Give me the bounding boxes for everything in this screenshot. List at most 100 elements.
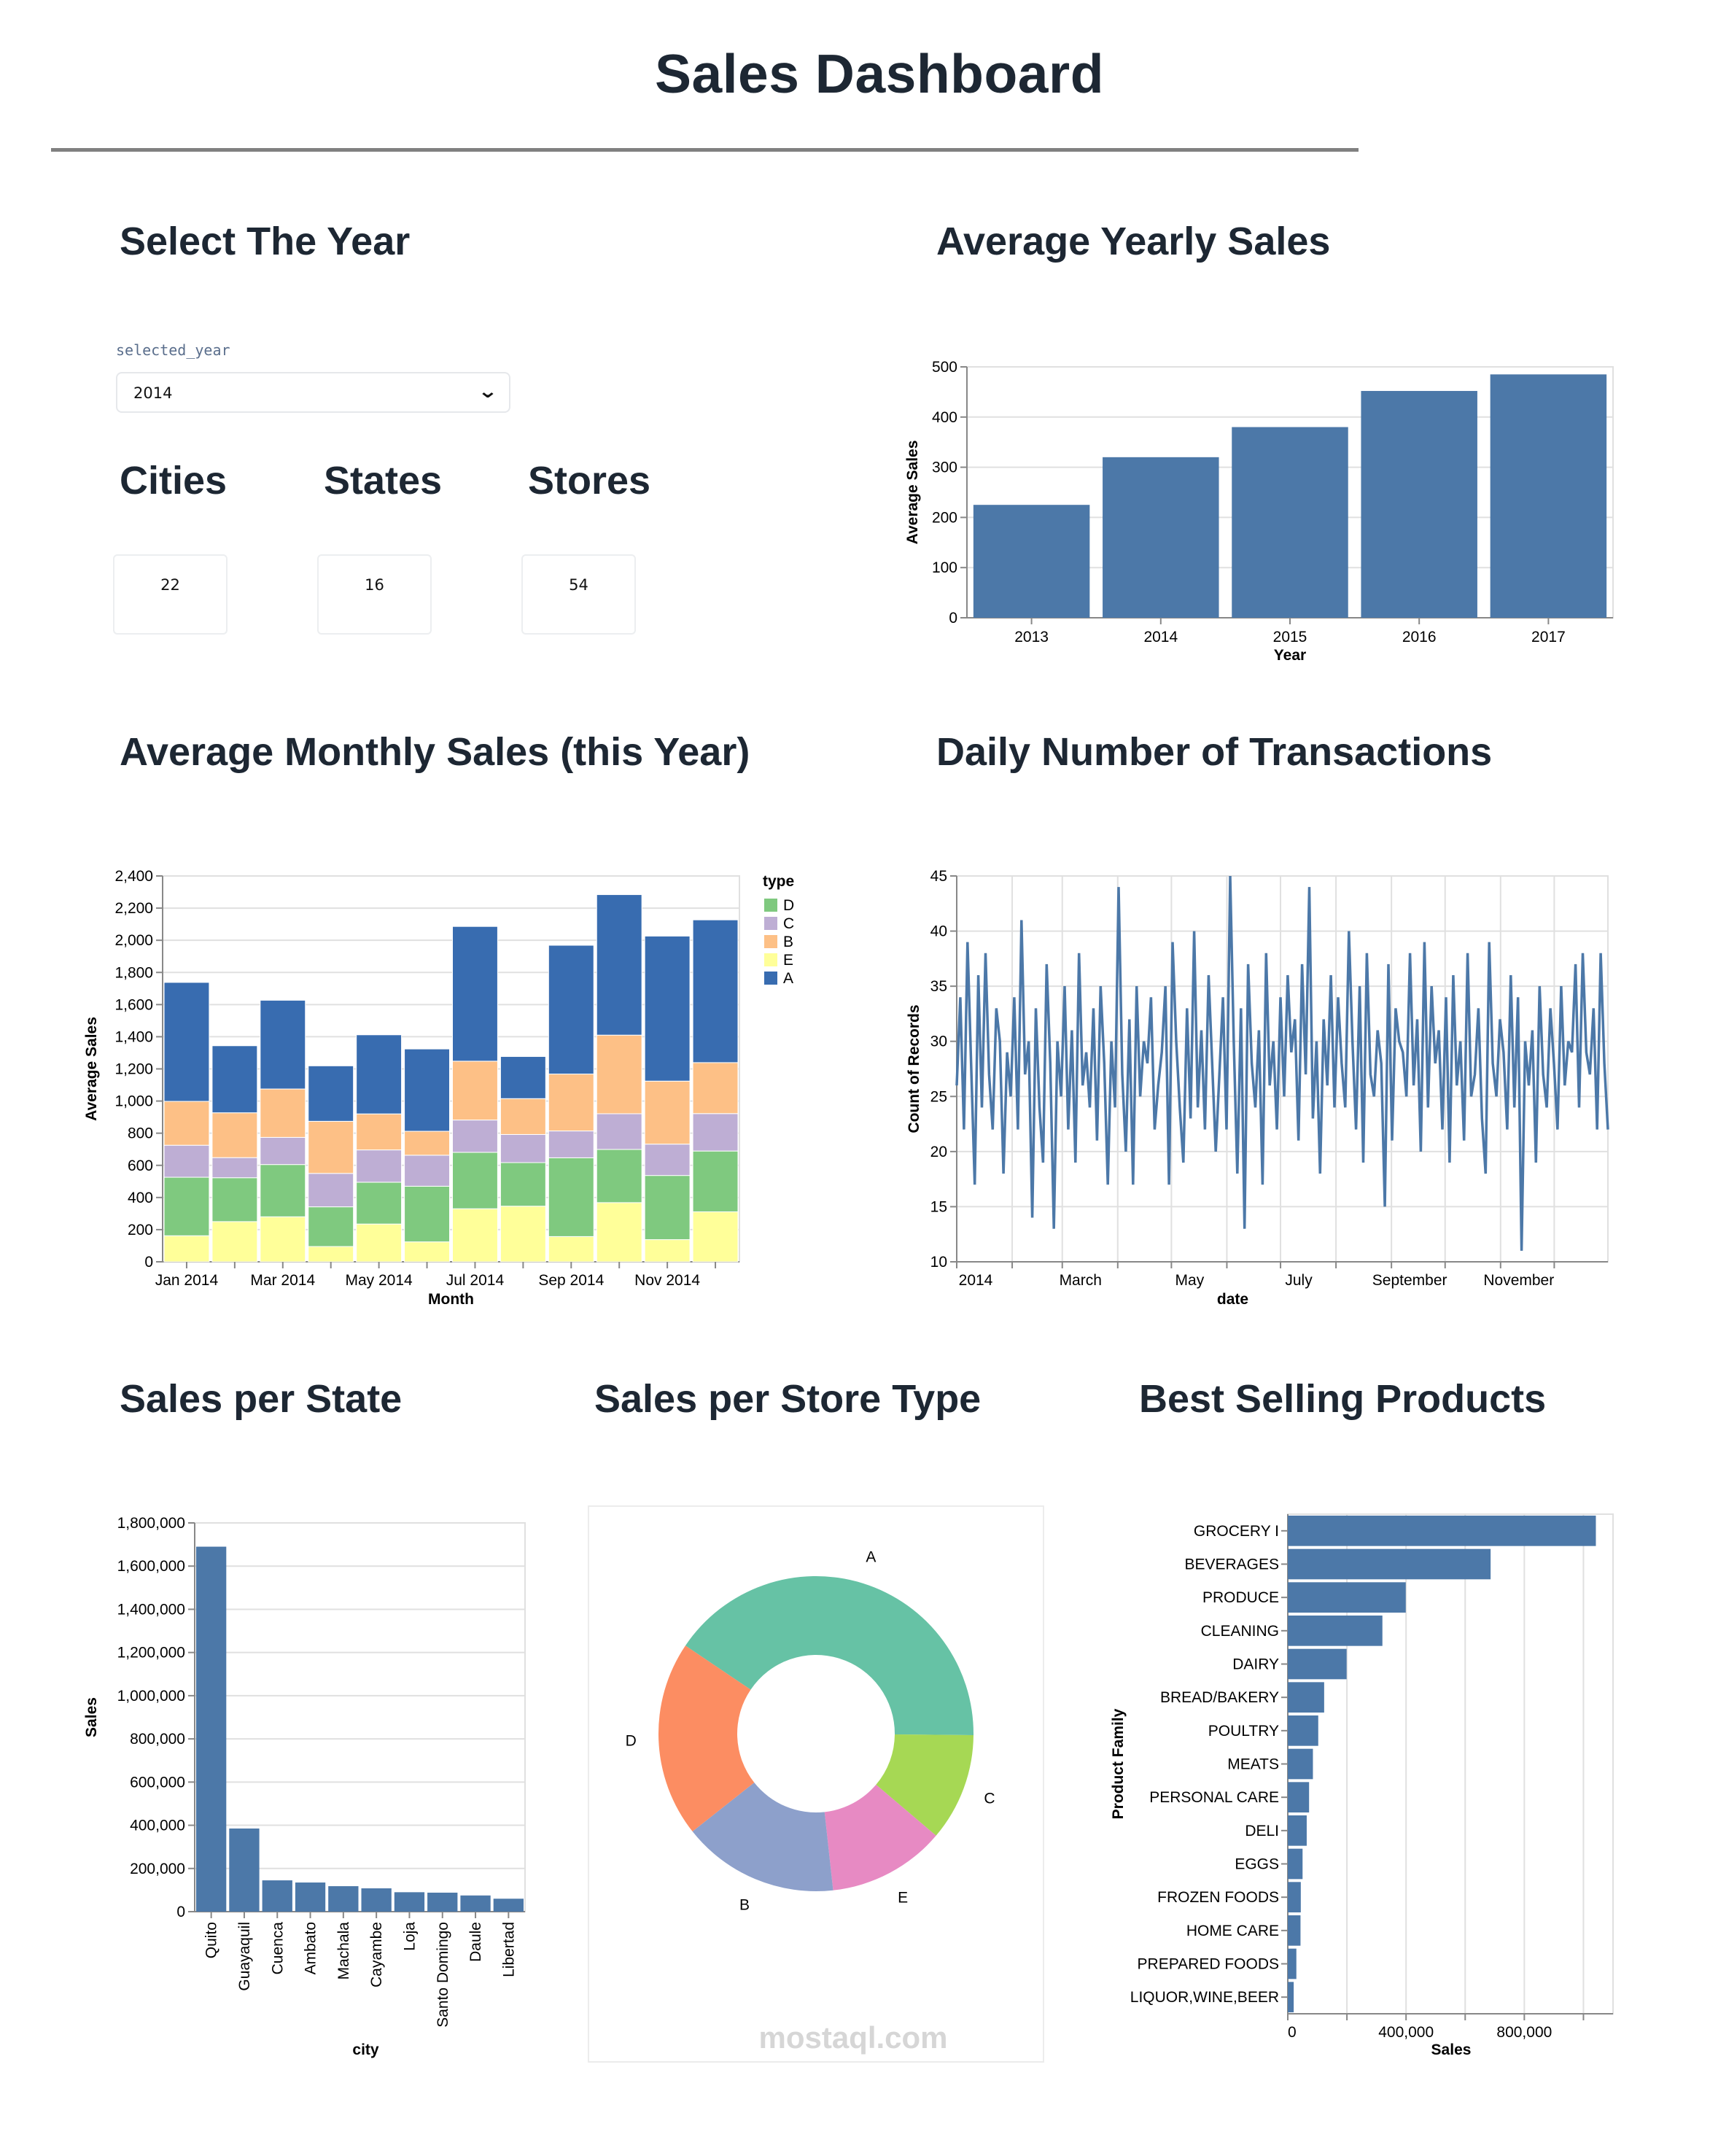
divider <box>51 148 1359 152</box>
y-tick-label: DAIRY <box>1232 1656 1279 1673</box>
y-tick-label: 2,400 <box>114 868 153 885</box>
x-tick-label: March <box>1060 1272 1102 1289</box>
y-axis-title: Product Family <box>1110 1708 1127 1819</box>
monthly-heading: Average Monthly Sales (this Year) <box>120 730 750 774</box>
bar-Quito <box>196 1546 227 1912</box>
y-tick-label: 100 <box>932 559 957 576</box>
slice-A <box>685 1575 974 1736</box>
bar-segment-A-Oct 2014 <box>596 894 642 1036</box>
legend-title: type <box>763 873 794 890</box>
y-axis-title: Sales <box>83 1697 100 1737</box>
y-tick-label: PRODUCE <box>1202 1589 1279 1606</box>
year-select[interactable]: 2014 ⌄ <box>116 372 510 413</box>
x-axis-title: date <box>1217 1291 1248 1308</box>
kpi-stores-value: 54 <box>521 554 636 635</box>
bar-BEVERAGES <box>1288 1548 1491 1580</box>
x-tick-label: Loja <box>401 1922 418 1951</box>
y-tick-label: 500 <box>932 359 957 376</box>
y-tick-label: GROCERY I <box>1194 1523 1279 1540</box>
y-tick-label: PREPARED FOODS <box>1138 1956 1279 1973</box>
x-tick-label: Nov 2014 <box>634 1272 700 1289</box>
y-tick-label: 600 <box>128 1158 153 1174</box>
x-tick-label: Jul 2014 <box>446 1272 505 1289</box>
bar-segment-B-Aug 2014 <box>500 1098 546 1135</box>
select-year-heading: Select The Year <box>120 220 411 263</box>
y-tick-label: 2,200 <box>114 900 153 917</box>
legend-swatch-A <box>764 972 777 985</box>
bar-Libertad <box>493 1899 524 1912</box>
bar-segment-B-Dec 2014 <box>692 1062 739 1114</box>
bar-segment-E-Aug 2014 <box>500 1206 546 1263</box>
bar-LIQUOR,WINE,BEER <box>1288 1982 1294 2012</box>
x-tick-label: Jan 2014 <box>155 1272 219 1289</box>
bar-segment-A-Mar 2014 <box>260 999 306 1090</box>
x-tick-label: 2016 <box>1402 629 1437 645</box>
monthly-sales-chart: 0 200 400 600 800 1,000 1,200 1,400 1,600 1,800 2,… <box>83 868 794 1308</box>
y-tick-label: 2,000 <box>114 932 153 949</box>
y-tick-label: 200 <box>932 509 957 526</box>
products-heading: Best Selling Products <box>1139 1377 1547 1421</box>
slice-label-B: B <box>739 1896 750 1913</box>
y-tick-label: 40 <box>930 923 947 940</box>
y-tick-label: LIQUOR,WINE,BEER <box>1130 1989 1279 2006</box>
bar-segment-A-Sep 2014 <box>548 945 594 1075</box>
selected-year-label: selected_year <box>116 341 230 359</box>
bar-PREPARED FOODS <box>1288 1948 1297 1979</box>
bar-segment-C-Jul 2014 <box>452 1120 498 1153</box>
bar-segment-A-Feb 2014 <box>211 1045 258 1114</box>
legend-label-A: A <box>783 970 793 987</box>
x-tick-label: Libertad <box>500 1922 517 1977</box>
bar-segment-C-May 2014 <box>356 1149 403 1183</box>
x-tick-label: Cuenca <box>269 1922 286 1975</box>
bar-segment-C-Aug 2014 <box>500 1133 546 1163</box>
x-tick-label: Sep 2014 <box>538 1272 604 1289</box>
x-tick-label: 2013 <box>1014 629 1049 645</box>
slice-B <box>692 1783 833 1891</box>
bar-segment-D-May 2014 <box>356 1182 403 1225</box>
y-tick-label: 1,200 <box>114 1061 153 1078</box>
bar-segment-C-Apr 2014 <box>308 1173 354 1208</box>
store-type-card <box>588 1505 1044 2063</box>
x-axis-title: Month <box>428 1291 474 1308</box>
x-tick-label: 400,000 <box>1378 2024 1434 2041</box>
bar-segment-D-Feb 2014 <box>211 1177 258 1222</box>
y-tick-label: 1,200,000 <box>117 1645 185 1661</box>
x-tick-label: 2014 <box>959 1272 993 1289</box>
y-tick-label: 0 <box>949 610 957 627</box>
best-products-chart: 0 400,000 800,000 GROCERY I BEVERAGES PRODUCE… <box>1110 1513 1614 2058</box>
legend-label-B: B <box>783 934 793 950</box>
x-tick-label: Cayambe <box>368 1922 385 1988</box>
x-tick-label: Quito <box>203 1922 220 1958</box>
bar-EGGS <box>1288 1848 1303 1880</box>
y-tick-label: 1,600 <box>114 996 153 1013</box>
bar-Cayambe <box>361 1888 392 1912</box>
y-tick-label: 1,600,000 <box>117 1558 185 1575</box>
x-tick-label: 0 <box>1288 2024 1297 2041</box>
y-axis-title: Average Sales <box>83 1017 100 1121</box>
bar-PERSONAL CARE <box>1288 1782 1310 1812</box>
legend-swatch-D <box>764 899 777 912</box>
watermark-logo: mostaql.com <box>758 2020 948 2055</box>
bar-Cuenca <box>262 1880 292 1912</box>
x-tick-label: Daule <box>467 1922 484 1962</box>
bar-segment-E-Nov 2014 <box>644 1239 691 1263</box>
bar-segment-B-Oct 2014 <box>596 1034 642 1114</box>
bar-segment-B-Feb 2014 <box>211 1112 258 1158</box>
slice-C <box>876 1734 973 1836</box>
bar-segment-E-Feb 2014 <box>211 1221 258 1263</box>
yearly-sales-chart: 0 100 200 300 400 500 Average Sales 2013 2014 201… <box>904 359 1614 664</box>
store-type-donut: A C E B D <box>626 1548 995 1913</box>
y-tick-label: 400,000 <box>130 1818 185 1834</box>
bar-segment-E-Apr 2014 <box>308 1246 354 1263</box>
store-type-heading: Sales per Store Type <box>594 1377 982 1421</box>
bar-segment-D-Oct 2014 <box>596 1149 642 1203</box>
bar-segment-B-Nov 2014 <box>644 1080 691 1145</box>
x-tick-label: May <box>1175 1272 1205 1289</box>
y-tick-label: 25 <box>930 1088 947 1105</box>
bar-segment-C-Dec 2014 <box>692 1113 739 1152</box>
bar-segment-D-Jul 2014 <box>452 1152 498 1209</box>
bar-segment-B-Mar 2014 <box>260 1088 306 1138</box>
y-tick-label: CLEANING <box>1201 1623 1279 1640</box>
y-tick-label: MEATS <box>1227 1756 1279 1773</box>
